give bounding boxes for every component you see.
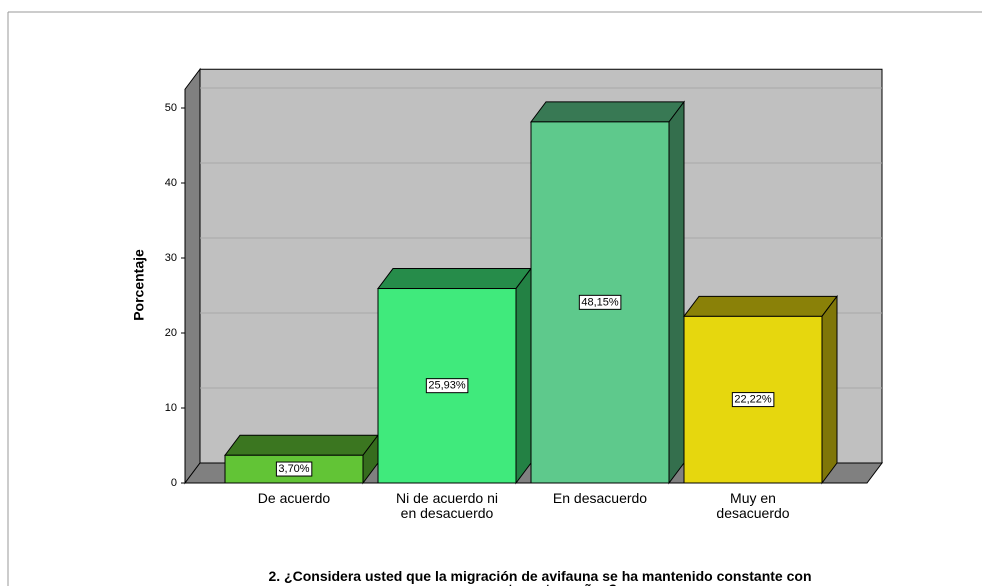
y-tick-label: 30 xyxy=(165,252,177,264)
value-label: 48,15% xyxy=(581,296,619,308)
bar-top xyxy=(530,101,685,123)
x-tick-label: Muy en desacuerdo xyxy=(716,490,790,521)
value-label-box xyxy=(578,294,622,310)
bar-top xyxy=(377,268,532,290)
bar-side xyxy=(515,267,532,485)
y-tick-label: 0 xyxy=(171,477,177,489)
x-tick-label: De acuerdo xyxy=(257,490,331,506)
x-tick-label: En desacuerdo xyxy=(552,490,648,506)
bar-side xyxy=(821,294,838,485)
y-tick-label: 10 xyxy=(165,402,177,414)
left-wall xyxy=(184,67,201,485)
y-tick-label: 20 xyxy=(165,327,177,339)
value-label-box xyxy=(275,461,313,477)
bar-top xyxy=(683,295,838,317)
y-tick-label: 50 xyxy=(165,102,177,114)
value-label: 25,93% xyxy=(428,380,466,392)
chart-title: 2. ¿Considera usted que la migración de … xyxy=(268,568,812,586)
y-axis-label: Porcentaje xyxy=(131,249,147,321)
value-label: 22,22% xyxy=(734,394,772,406)
bar-side xyxy=(668,100,685,485)
value-label-box xyxy=(425,378,469,394)
y-tick-label: 40 xyxy=(165,177,177,189)
value-label-box xyxy=(731,392,775,408)
value-label: 3,70% xyxy=(278,463,309,475)
x-tick-label: Ni de acuerdo ni en desacuerdo xyxy=(396,490,498,521)
bar-top xyxy=(224,434,379,456)
